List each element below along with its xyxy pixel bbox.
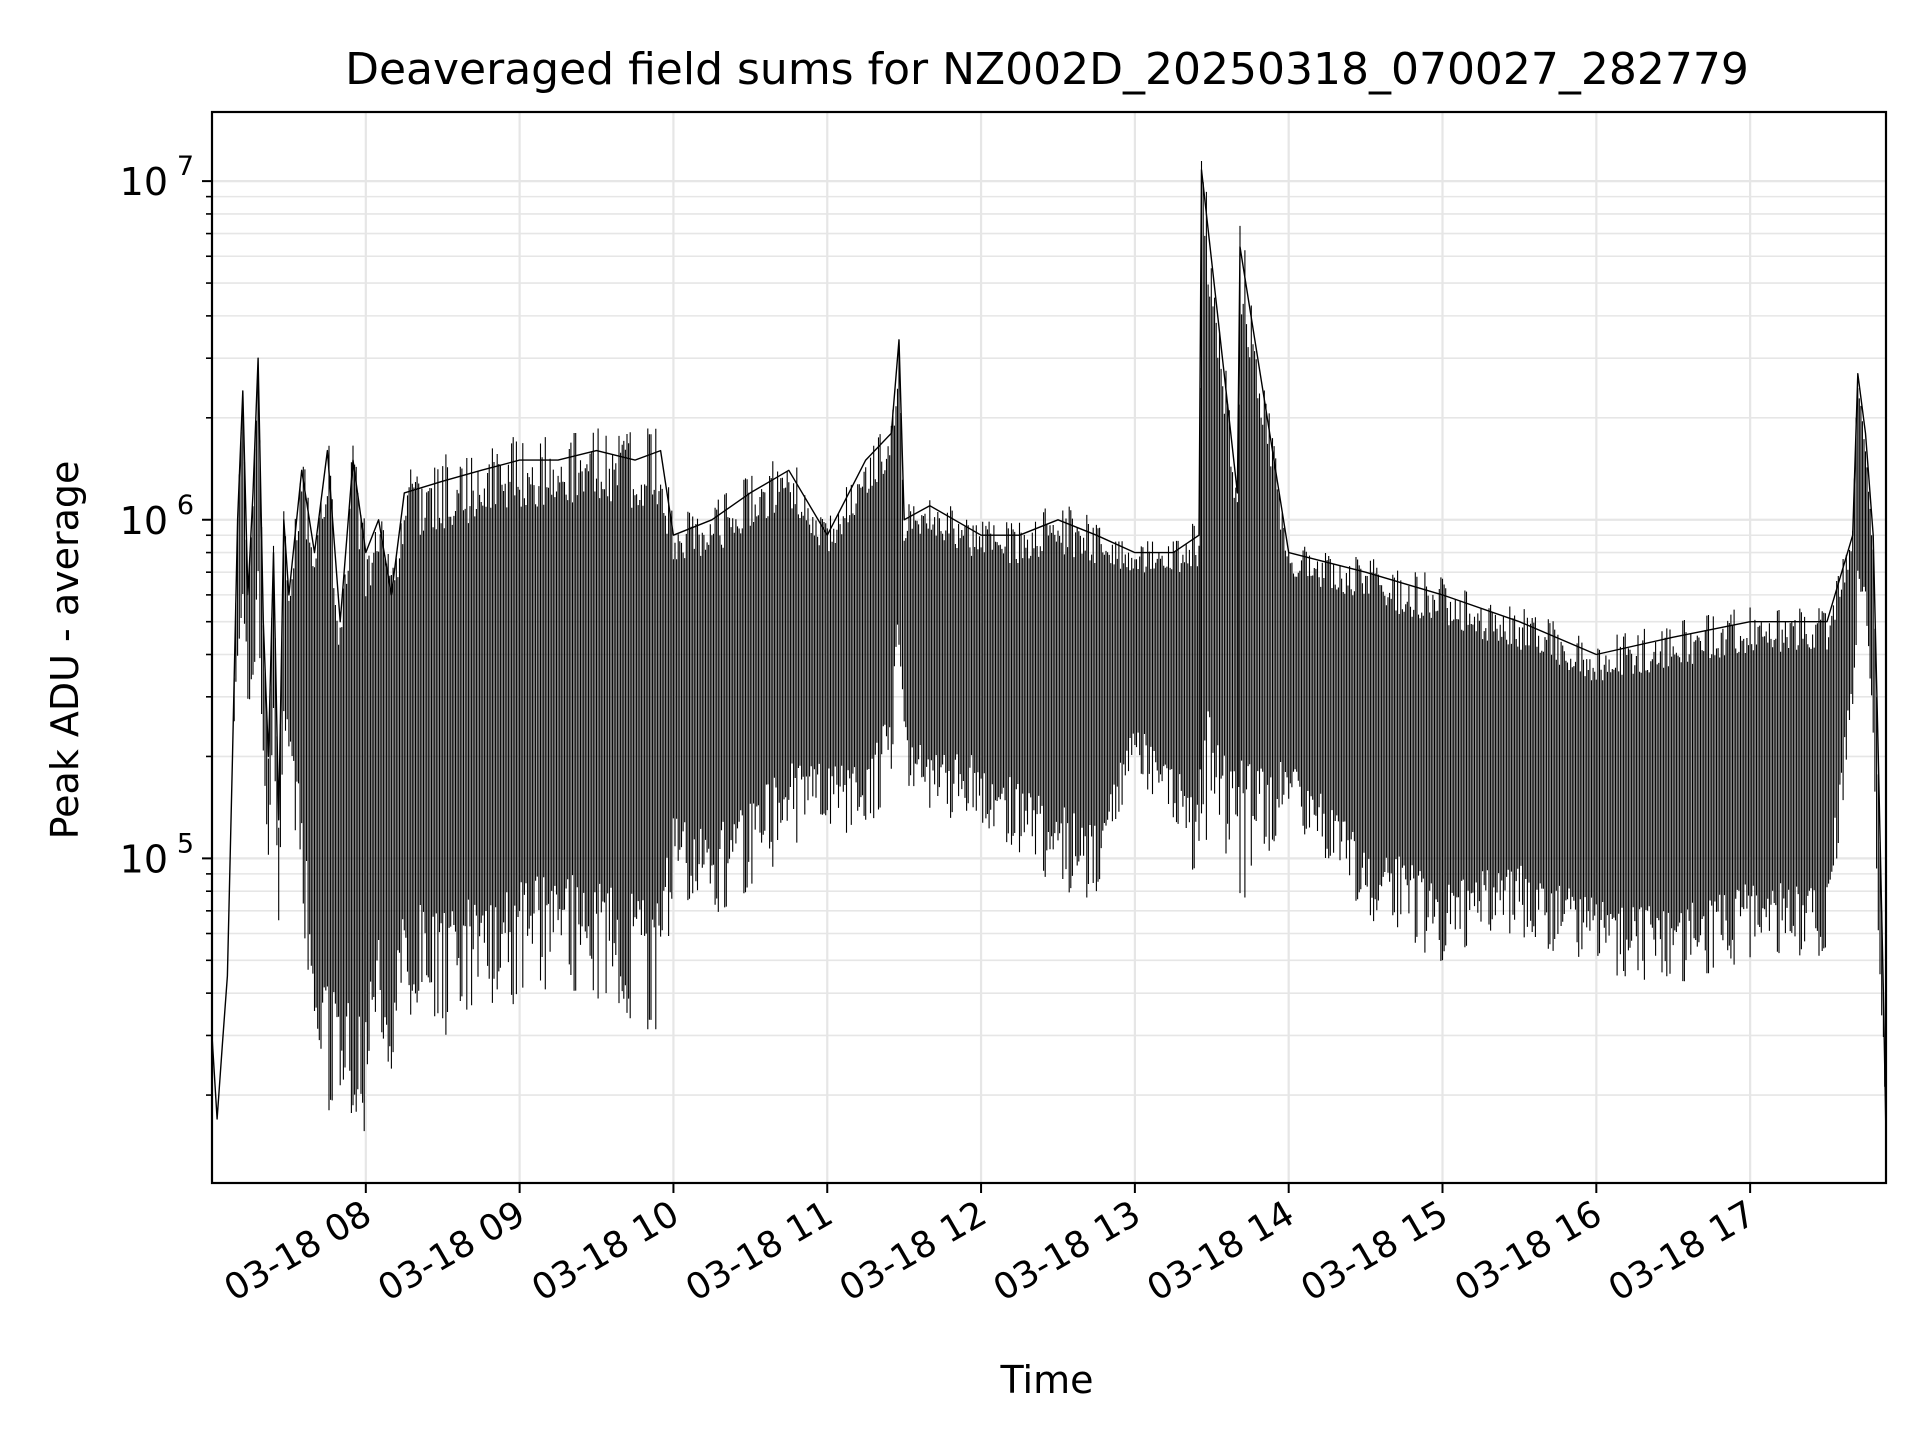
chart-title: Deaveraged field sums for NZ002D_2025031… <box>345 44 1749 95</box>
y-tick-label-exponent: 5 <box>177 828 194 859</box>
y-tick-label-base: 10 <box>120 160 168 204</box>
y-tick-label-exponent: 6 <box>177 490 194 521</box>
y-tick-label: 10 <box>120 160 168 204</box>
plot-area <box>211 161 1887 1138</box>
y-tick-label: 10 <box>120 499 168 543</box>
series-line-excursions <box>233 161 1886 1132</box>
y-axis-label: Peak ADU - average <box>43 461 87 840</box>
plot-frame <box>210 110 1888 1185</box>
x-axis-label: Time <box>1000 1358 1094 1402</box>
series-line <box>211 169 1887 1138</box>
y-tick-label-exponent: 7 <box>177 151 194 182</box>
y-tick-label-base: 10 <box>120 837 168 881</box>
y-tick-label: 10 <box>120 837 168 881</box>
y-tick-label-base: 10 <box>120 499 168 543</box>
